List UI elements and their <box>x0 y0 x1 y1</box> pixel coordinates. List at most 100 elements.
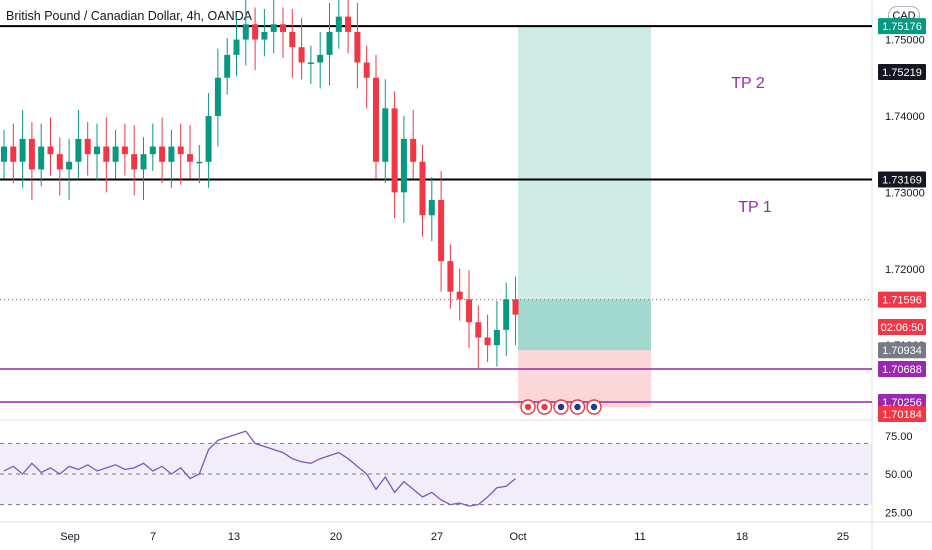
candle-body <box>47 146 54 155</box>
candle-body <box>447 261 454 292</box>
candle-body <box>94 146 100 155</box>
candle-body <box>159 146 166 162</box>
event-flag-icon-center <box>557 403 565 411</box>
candle-body <box>149 146 156 155</box>
candle-body <box>103 146 110 162</box>
tp1-annotation: TP 1 <box>738 199 772 216</box>
price-axis-tick: 1.72000 <box>885 264 925 276</box>
time-axis-tick: 25 <box>837 531 849 543</box>
price-label: 1.75219 <box>882 67 922 79</box>
candle-body <box>205 115 212 162</box>
position-profit-zone <box>518 26 651 351</box>
rsi-axis-tick: 25.00 <box>885 507 913 519</box>
candle-body <box>382 108 389 162</box>
candle-body <box>196 161 203 164</box>
candle-body <box>168 146 175 162</box>
position-open-pnl-zone <box>518 299 651 351</box>
price-label-bg <box>878 171 926 188</box>
candle-body <box>466 299 472 323</box>
candle-body <box>363 62 370 78</box>
candle-body <box>252 24 259 40</box>
candle-body <box>28 138 35 170</box>
chart-title: British Pound / Canadian Dollar, 4h, OAN… <box>6 9 252 23</box>
time-axis-tick: 11 <box>634 531 645 543</box>
candle-body <box>317 54 324 63</box>
price-label-bg <box>878 360 926 377</box>
price-label-bg <box>878 18 926 35</box>
candle-body <box>19 138 26 162</box>
rsi-axis-tick: 50.00 <box>885 469 913 481</box>
event-flag-icon-center <box>541 403 548 411</box>
candle-body <box>345 16 352 32</box>
candle-body <box>326 31 333 55</box>
candle-body <box>512 299 519 315</box>
price-label-bg <box>878 64 926 80</box>
candle-body <box>38 146 45 170</box>
time-axis-tick: 27 <box>431 531 443 543</box>
price-label-bg <box>878 406 926 422</box>
candle-body <box>261 31 268 40</box>
candle-body <box>438 199 445 262</box>
price-label: 1.70184 <box>882 409 922 421</box>
candle-body <box>224 54 231 78</box>
candle-body <box>10 146 17 162</box>
price-label: 1.70934 <box>882 345 922 357</box>
time-axis-tick: 13 <box>228 531 240 543</box>
event-flag-icon-center <box>574 403 581 411</box>
time-axis-tick: 18 <box>736 531 748 543</box>
candle-body <box>66 161 73 170</box>
time-axis-tick: 7 <box>150 531 156 543</box>
candle-body <box>475 322 482 338</box>
candle-body <box>75 138 82 162</box>
rsi-series-line <box>3 430 516 507</box>
time-axis-tick: 20 <box>330 531 342 543</box>
price-label: 1.75176 <box>882 21 922 33</box>
candle-body <box>131 154 138 170</box>
candle-body <box>1 146 7 162</box>
candle-body <box>84 138 91 155</box>
candle-body <box>354 31 361 63</box>
event-flag-icon-center <box>590 403 598 411</box>
price-label: 1.73169 <box>882 174 922 186</box>
candle-body <box>112 146 119 162</box>
time-axis-tick: Sep <box>60 531 80 543</box>
candle-body <box>280 24 286 32</box>
candle-body <box>140 154 147 170</box>
candle-body <box>428 199 435 216</box>
candle-body <box>410 138 417 162</box>
candle-body <box>242 24 249 40</box>
price-axis-tick: 1.75000 <box>885 35 925 47</box>
candle-body <box>187 154 193 162</box>
candle-body <box>289 31 296 48</box>
candle-body <box>177 146 184 155</box>
price-label-bg <box>878 291 926 308</box>
price-label: 1.71596 <box>882 295 922 307</box>
candle-body <box>335 16 342 32</box>
price-label-bg <box>878 342 926 359</box>
candle-body <box>214 77 221 116</box>
tp2-annotation: TP 2 <box>731 75 765 92</box>
price-label: 1.70688 <box>882 364 922 376</box>
candle-body <box>419 161 426 216</box>
price-axis-tick: 1.73000 <box>885 187 925 199</box>
candle-body <box>400 138 407 193</box>
candle-body <box>56 154 63 170</box>
candle-body <box>307 62 314 64</box>
price-axis-tick: 1.74000 <box>885 111 925 123</box>
candle-body <box>503 299 510 330</box>
candle-body <box>373 77 379 162</box>
candle-body <box>456 291 463 300</box>
price-label: 02:06:50 <box>881 322 924 334</box>
candle-body <box>298 47 305 63</box>
candle-body <box>493 329 500 346</box>
event-flag-icon-center <box>524 403 532 411</box>
candle-body <box>121 146 128 155</box>
candle-body <box>233 39 240 55</box>
candle-body <box>270 24 277 32</box>
position-loss-zone <box>518 350 651 408</box>
candle-body <box>391 108 398 193</box>
candle-body <box>484 337 491 346</box>
rsi-axis-tick: 75.00 <box>885 431 913 443</box>
time-axis-tick: Oct <box>509 531 526 543</box>
